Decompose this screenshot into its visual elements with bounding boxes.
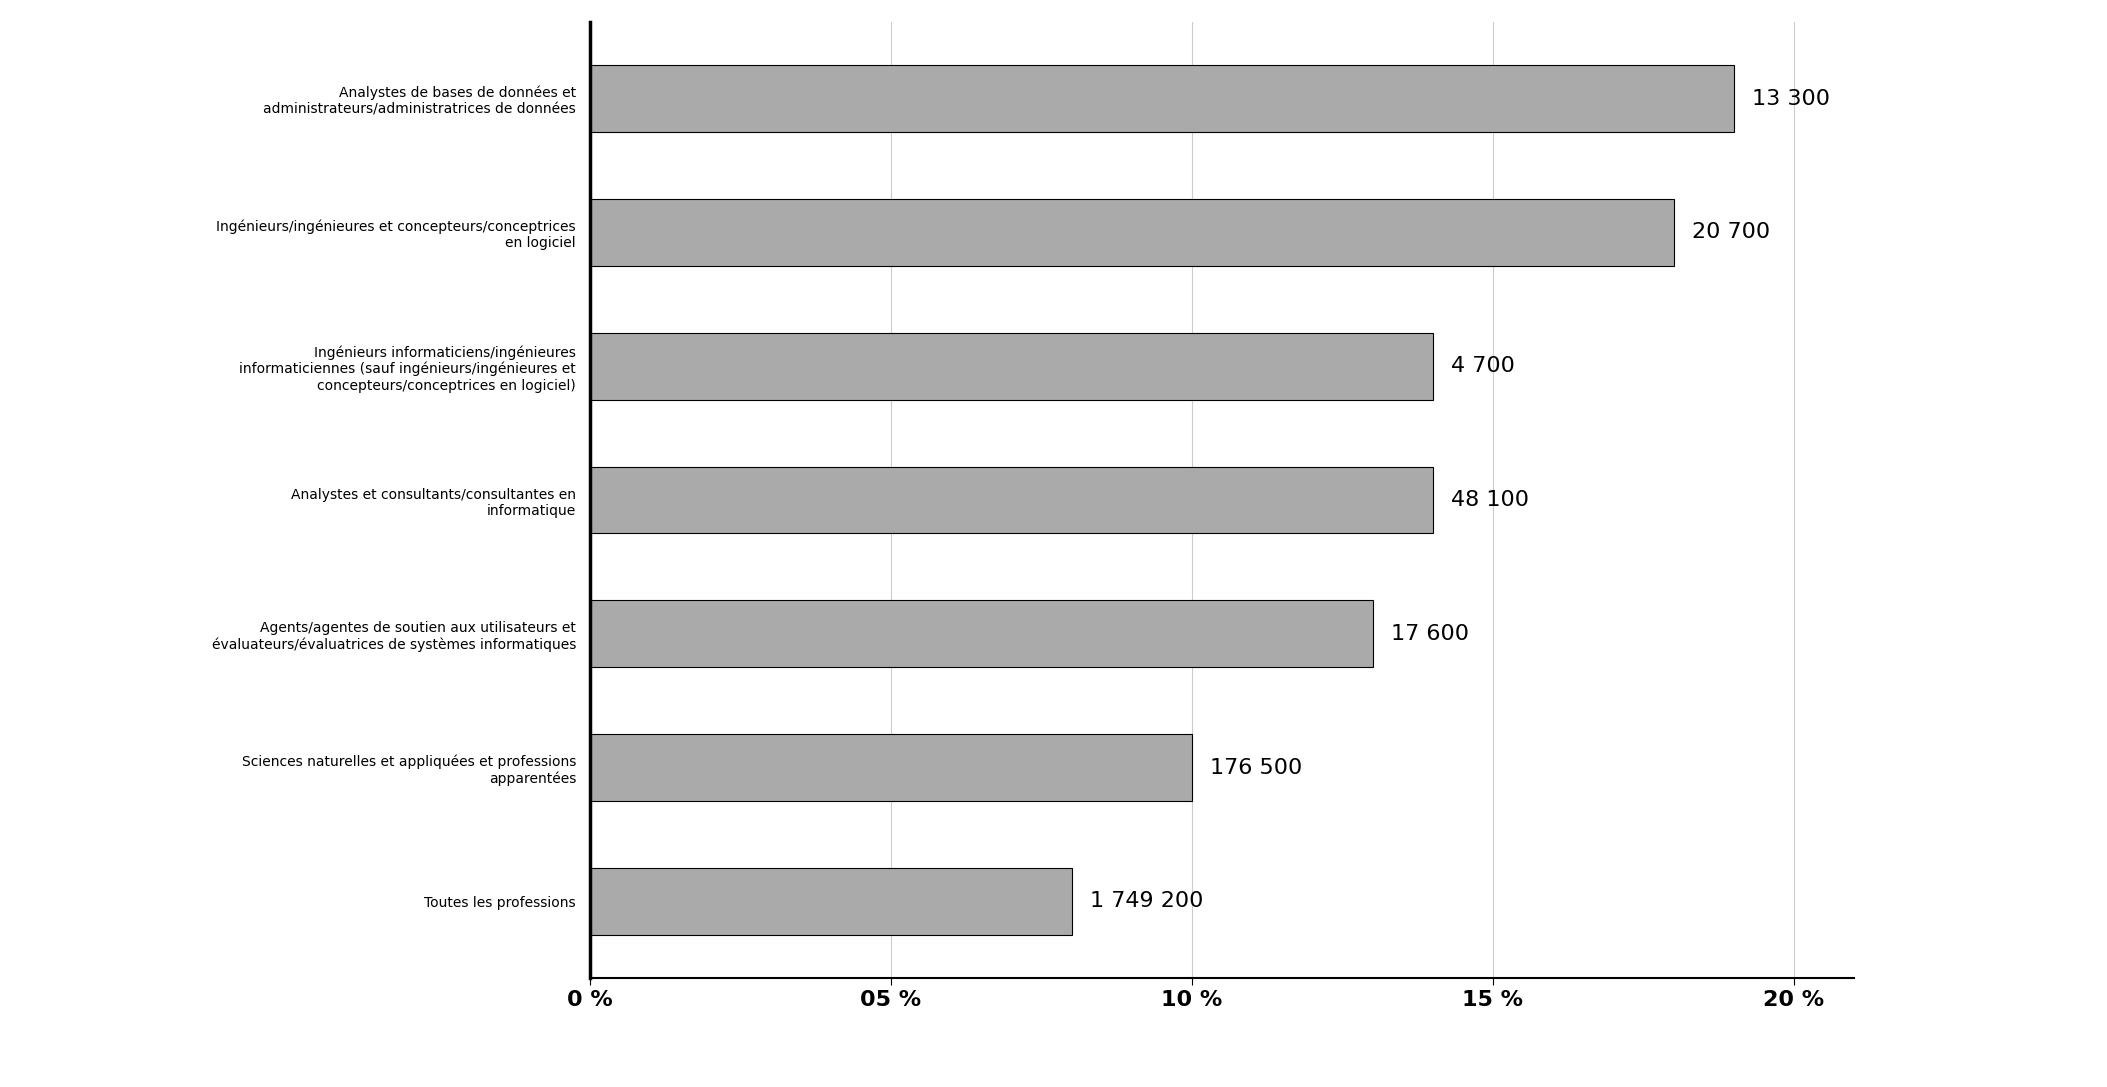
Text: 1 749 200: 1 749 200 bbox=[1089, 891, 1203, 911]
Bar bbox=[590, 333, 1433, 400]
Bar bbox=[590, 466, 1433, 534]
Bar bbox=[590, 734, 1193, 801]
Text: 176 500: 176 500 bbox=[1209, 758, 1302, 777]
Bar bbox=[590, 600, 1372, 667]
Text: 20 700: 20 700 bbox=[1692, 223, 1770, 242]
Text: 13 300: 13 300 bbox=[1751, 89, 1829, 109]
Text: 4 700: 4 700 bbox=[1452, 357, 1515, 376]
Text: 48 100: 48 100 bbox=[1452, 490, 1530, 510]
Bar bbox=[590, 867, 1072, 935]
Text: 17 600: 17 600 bbox=[1391, 624, 1469, 644]
Bar bbox=[590, 199, 1673, 266]
Bar bbox=[590, 65, 1734, 133]
